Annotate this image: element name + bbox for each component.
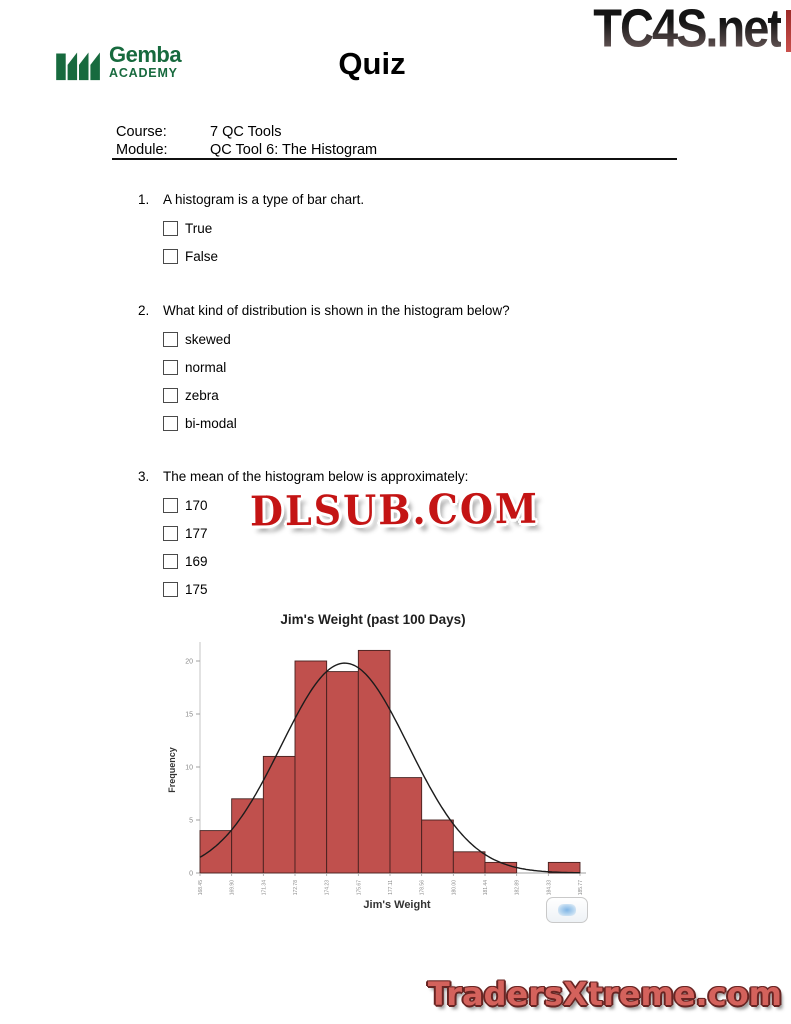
question-number: 1.: [138, 192, 150, 207]
question-3: 3. The mean of the histogram below is ap…: [138, 469, 468, 597]
histogram-bar: [389, 777, 423, 874]
option-label: 175: [185, 581, 208, 597]
question-text: The mean of the histogram below is appro…: [163, 469, 469, 484]
module-value: QC Tool 6: The Histogram: [210, 141, 378, 158]
histogram-bar: [421, 819, 454, 874]
x-tick-label: 169.90: [230, 880, 236, 896]
x-tick-label: 184.33: [546, 880, 552, 896]
x-tick-label: 171.34: [261, 880, 267, 896]
checkbox-q1-true[interactable]: [163, 220, 178, 236]
player-icon: [558, 904, 576, 916]
option-row-bimodal: bi-modal: [163, 415, 510, 431]
normal-curve: [199, 662, 581, 874]
histogram-bar: [452, 851, 486, 874]
question-3-head: 3. The mean of the histogram below is ap…: [138, 469, 468, 484]
option-label: bi-modal: [185, 415, 237, 431]
course-module-block: Course: 7 QC Tools Module: QC Tool 6: Th…: [116, 124, 377, 159]
question-1-head: 1. A histogram is a type of bar chart.: [138, 192, 364, 207]
tradersxtreme-watermark: TradersXtreme.com: [427, 975, 782, 1013]
histogram-bar: [326, 671, 359, 874]
gemba-logo-text: Gemba ACADEMY: [109, 42, 182, 80]
histogram-bar: [357, 649, 391, 874]
x-tick-label: 178.56: [420, 880, 426, 896]
module-row: Module: QC Tool 6: The Histogram: [116, 142, 377, 160]
x-tick-label: 175.67: [356, 880, 362, 896]
option-label: True: [185, 220, 213, 236]
dlsub-watermark: DLSUB.COM: [249, 483, 540, 536]
option-row-false: False: [163, 248, 364, 264]
x-tick-label: 180.00: [451, 880, 457, 896]
option-label: skewed: [185, 331, 231, 347]
option-row-normal: normal: [163, 359, 510, 375]
checkbox-q3-169[interactable]: [163, 553, 178, 569]
course-row: Course: 7 QC Tools: [116, 124, 377, 142]
question-number: 3.: [138, 469, 150, 484]
checkbox-q1-false[interactable]: [163, 248, 178, 264]
checkbox-q3-177[interactable]: [163, 525, 178, 541]
checkbox-q2-normal[interactable]: [163, 359, 178, 375]
gemba-logo: Gemba ACADEMY: [54, 42, 182, 87]
histogram-bar: [484, 861, 518, 874]
gemba-logo-name: Gemba: [109, 42, 182, 67]
checkbox-q3-170[interactable]: [163, 497, 178, 513]
option-row-177: 177: [163, 525, 468, 541]
option-label: normal: [185, 359, 227, 375]
x-tick-label: 185.77: [578, 880, 584, 896]
x-tick-label: 181.44: [483, 880, 489, 896]
y-axis-label: Frequency: [167, 747, 177, 793]
option-row-zebra: zebra: [163, 387, 510, 403]
question-text: A histogram is a type of bar chart.: [163, 192, 365, 207]
question-2: 2. What kind of distribution is shown in…: [138, 303, 510, 431]
course-value: 7 QC Tools: [210, 124, 282, 140]
option-label: zebra: [185, 387, 219, 403]
option-label: 170: [185, 497, 208, 513]
checkbox-q2-skewed[interactable]: [163, 331, 178, 347]
histogram-bar: [294, 660, 328, 874]
checkbox-q2-bimodal[interactable]: [163, 415, 178, 431]
chart-title: Jim's Weight (past 100 Days): [280, 612, 465, 627]
option-row-true: True: [163, 220, 364, 236]
svg-text:20: 20: [185, 659, 193, 666]
x-tick-label: 174.23: [325, 880, 331, 896]
histogram-chart: 0 5 10 15 20 168.45 169.90 171.34 172.78 174.23 17…: [167, 612, 586, 911]
factory-icon: [54, 44, 104, 87]
svg-text:0: 0: [189, 871, 193, 878]
option-row-skewed: skewed: [163, 331, 510, 347]
question-2-head: 2. What kind of distribution is shown in…: [138, 303, 510, 318]
question-text: What kind of distribution is shown in th…: [163, 303, 510, 318]
x-tick-label: 168.45: [198, 880, 204, 896]
svg-text:10: 10: [185, 765, 193, 772]
tc4s-watermark: TC4S.net: [593, 0, 783, 59]
option-label: False: [185, 248, 219, 264]
module-label: Module:: [116, 141, 168, 158]
gemba-logo-subtext: ACADEMY: [109, 66, 178, 80]
option-label: 177: [185, 525, 208, 541]
page-edge-red-artifact: [786, 10, 791, 52]
option-row-170: 170: [163, 497, 468, 513]
histogram-bar: [199, 830, 233, 874]
option-row-175: 175: [163, 581, 468, 597]
header-rule: [112, 158, 677, 160]
x-tick-label: 172.78: [293, 880, 299, 896]
histogram-bar: [262, 755, 296, 874]
embedded-player-button[interactable]: [546, 897, 588, 923]
question-1: 1. A histogram is a type of bar chart. T…: [138, 192, 364, 264]
page-title: Quiz: [338, 46, 406, 81]
checkbox-q3-175[interactable]: [163, 581, 178, 597]
x-tick-label: 177.11: [388, 880, 394, 895]
course-label: Course:: [116, 124, 167, 140]
histogram-bar: [231, 798, 264, 874]
svg-text:5: 5: [189, 818, 193, 825]
x-axis-label: Jim's Weight: [363, 899, 431, 911]
svg-text:15: 15: [185, 712, 193, 719]
x-tick-label: 182.89: [515, 880, 521, 896]
checkbox-q2-zebra[interactable]: [163, 387, 178, 403]
question-number: 2.: [138, 303, 150, 318]
option-label: 169: [185, 553, 208, 569]
option-row-169: 169: [163, 553, 468, 569]
